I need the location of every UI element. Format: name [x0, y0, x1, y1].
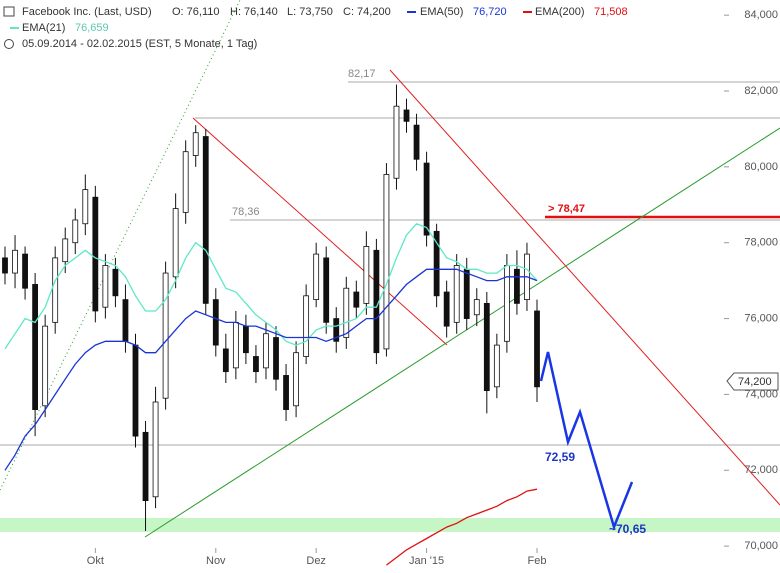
candle-body	[273, 337, 279, 380]
candle-body	[393, 105, 400, 179]
candle-body	[243, 325, 249, 354]
clock-icon	[4, 39, 14, 49]
y-tick-label: 82,000	[744, 85, 778, 97]
target-label: ~70,65	[609, 522, 646, 536]
support-band	[0, 518, 780, 532]
candle-body	[222, 348, 229, 373]
ohlc: O: 76,110	[172, 6, 220, 18]
candle-body	[212, 299, 219, 346]
forecast-path	[539, 351, 634, 531]
candle-body	[383, 174, 390, 350]
level-label: 82,17	[348, 68, 376, 80]
legend-name: EMA(50)	[420, 6, 463, 18]
x-tick-label: Nov	[206, 555, 226, 567]
candle-body	[483, 302, 490, 392]
candle-body	[142, 431, 149, 501]
ema-line	[4, 223, 538, 350]
dotted-trend	[0, 0, 241, 491]
y-tick-label: 84,000	[744, 9, 778, 21]
candle-body	[172, 208, 179, 278]
candle-body	[232, 321, 239, 369]
candle-body	[313, 253, 320, 300]
legend-value: 71,508	[594, 6, 628, 18]
candle-body	[514, 268, 520, 304]
candle-body	[202, 136, 209, 304]
level-label: 78,36	[232, 206, 260, 218]
down-trend	[192, 117, 448, 346]
candle-body	[293, 352, 299, 407]
candle-body	[92, 196, 99, 312]
candle-body	[373, 249, 380, 354]
candle-body	[52, 257, 59, 323]
legend-name: EMA(200)	[535, 6, 585, 18]
candle-body	[333, 318, 340, 342]
candle-body	[323, 257, 330, 323]
candle-body	[42, 325, 49, 407]
candle-body	[433, 230, 440, 297]
ohlc: C: 74,200	[343, 6, 391, 18]
y-tick-label: 76,000	[744, 312, 778, 324]
candle-body	[82, 189, 89, 225]
candle-body	[152, 401, 159, 498]
candle-body	[112, 268, 119, 297]
candle-body	[423, 162, 430, 236]
candle-body	[2, 257, 8, 274]
candle-body	[32, 284, 39, 410]
candle-body	[263, 333, 269, 369]
candle-body	[253, 356, 259, 373]
period: 05.09.2014 - 02.02.2015 (EST, 5 Monate, …	[22, 38, 257, 50]
candle-body	[303, 295, 310, 357]
candle-body	[162, 272, 169, 399]
y-tick-label: 74,000	[744, 388, 778, 400]
up-trend	[144, 127, 780, 538]
ohlc: L: 73,750	[287, 6, 333, 18]
price-marker-label: 74,200	[738, 376, 772, 388]
candle-body	[283, 375, 289, 410]
ohlc: H: 76,140	[230, 6, 278, 18]
price-marker	[726, 372, 779, 391]
candle-body	[72, 219, 79, 244]
y-tick-label: 78,000	[744, 237, 778, 249]
candle-body	[443, 291, 450, 327]
candle-body	[132, 344, 139, 437]
candle-body	[413, 124, 420, 160]
candle-body	[403, 109, 410, 122]
candle-body	[102, 265, 109, 308]
down-trend	[389, 69, 780, 506]
ema-line	[386, 488, 538, 566]
x-tick-label: Okt	[87, 555, 104, 567]
chart-icon	[3, 6, 15, 17]
chart-title: Facebook Inc. (Last, USD)	[22, 6, 152, 18]
candle-body	[463, 268, 470, 319]
candle-body	[534, 310, 540, 388]
x-tick-label: Jan '15	[409, 555, 444, 567]
y-tick-label: 70,000	[744, 540, 778, 552]
candle-body	[353, 291, 360, 308]
y-tick-label: 72,000	[744, 464, 778, 476]
candle-body	[62, 238, 69, 263]
candle-body	[12, 249, 18, 274]
candle-body	[192, 132, 199, 156]
target-label: 72,59	[545, 450, 575, 464]
candle-body	[453, 265, 460, 323]
candle-body	[493, 344, 500, 388]
x-tick-label: Dez	[306, 555, 326, 567]
candle-body	[343, 287, 350, 338]
legend-name: EMA(21)	[22, 22, 65, 34]
candle-body	[182, 151, 189, 213]
x-tick-label: Feb	[528, 555, 547, 567]
candle-body	[122, 299, 129, 342]
candle-body	[363, 246, 370, 304]
ema-line	[4, 268, 538, 471]
legend-value: 76,720	[473, 6, 507, 18]
legend-value: 76,659	[75, 22, 109, 34]
y-tick-label: 80,000	[744, 161, 778, 173]
candle-body	[22, 253, 28, 289]
resistance-label: > 78,47	[548, 203, 585, 215]
candle-body	[473, 299, 480, 316]
